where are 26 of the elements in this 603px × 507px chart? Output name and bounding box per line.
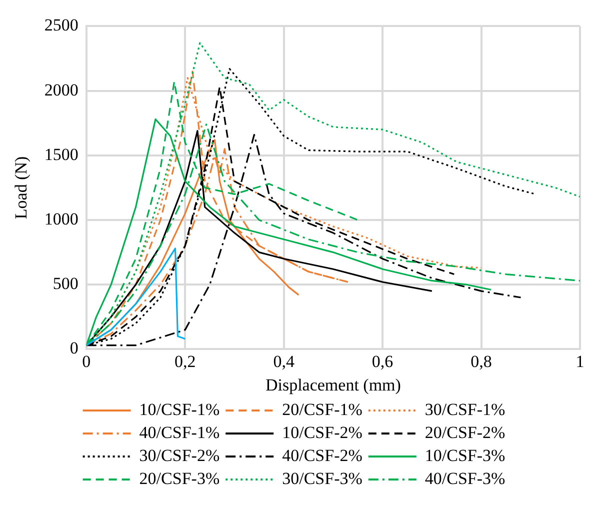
x-tick-label: 0,8	[470, 352, 492, 371]
y-axis-title: Load (N)	[12, 156, 31, 220]
legend-label: 10/CSF-3%	[424, 446, 506, 465]
legend-label: 40/CSF-3%	[424, 468, 506, 488]
legend-label: 10/CSF-1%	[139, 400, 220, 419]
y-tick-label: 0	[70, 338, 78, 358]
legend-label: 30/CSF-1%	[424, 400, 506, 419]
legend-label: 30/CSF-3%	[282, 468, 362, 488]
y-tick-label: 1000	[44, 209, 78, 228]
y-tick-label: 2000	[44, 80, 78, 100]
y-tick-label: 500	[52, 274, 78, 294]
legend-label: 20/CSF-2%	[424, 422, 506, 442]
y-tick-label: 1500	[44, 144, 78, 164]
legend-label: 10/CSF-2%	[282, 422, 362, 442]
legend-label: 40/CSF-1%	[139, 422, 220, 442]
x-tick-label: 0	[82, 352, 91, 371]
legend-label: 40/CSF-2%	[282, 446, 362, 465]
x-tick-label: 0,2	[174, 352, 196, 371]
legend-label: 20/CSF-1%	[282, 400, 362, 419]
legend-label: 20/CSF-3%	[139, 468, 220, 488]
legend-label: 30/CSF-2%	[139, 446, 220, 465]
x-tick-label: 1	[576, 352, 584, 371]
x-tick-label: 0,4	[273, 352, 295, 371]
y-tick-label: 2500	[44, 16, 78, 35]
x-axis-title: Displacement (mm)	[265, 375, 401, 394]
x-tick-label: 0,6	[372, 352, 394, 371]
